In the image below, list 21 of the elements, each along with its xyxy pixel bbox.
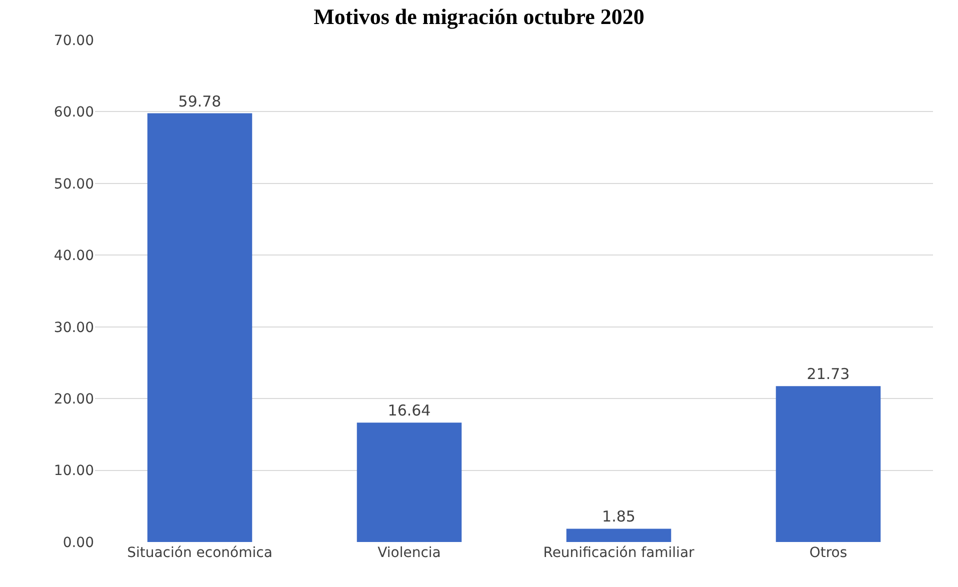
y-tick-label: 0.00 xyxy=(62,534,94,551)
x-tick-label: Situación económica xyxy=(127,545,272,561)
chart-title: Motivos de migración octubre 2020 xyxy=(314,4,644,30)
data-label: 1.85 xyxy=(602,508,636,526)
bar xyxy=(356,422,462,542)
y-tick-label: 30.00 xyxy=(54,320,94,336)
bar xyxy=(147,113,252,542)
data-label: 59.78 xyxy=(178,92,222,110)
y-tick-label: 10.00 xyxy=(54,463,94,480)
y-tick-label: 40.00 xyxy=(54,248,94,264)
x-tick-label: Reunificación familiar xyxy=(543,545,695,561)
y-tick-label: 20.00 xyxy=(54,391,94,408)
y-tick-label: 60.00 xyxy=(54,104,94,121)
y-tick-label: 70.00 xyxy=(54,32,94,49)
data-label: 16.64 xyxy=(388,402,431,420)
bar xyxy=(566,528,672,542)
data-label: 21.73 xyxy=(806,365,850,384)
y-tick-label: 50.00 xyxy=(54,176,94,192)
bar xyxy=(776,386,881,542)
x-tick-label: Otros xyxy=(809,545,848,561)
x-tick-label: Violencia xyxy=(378,545,441,561)
